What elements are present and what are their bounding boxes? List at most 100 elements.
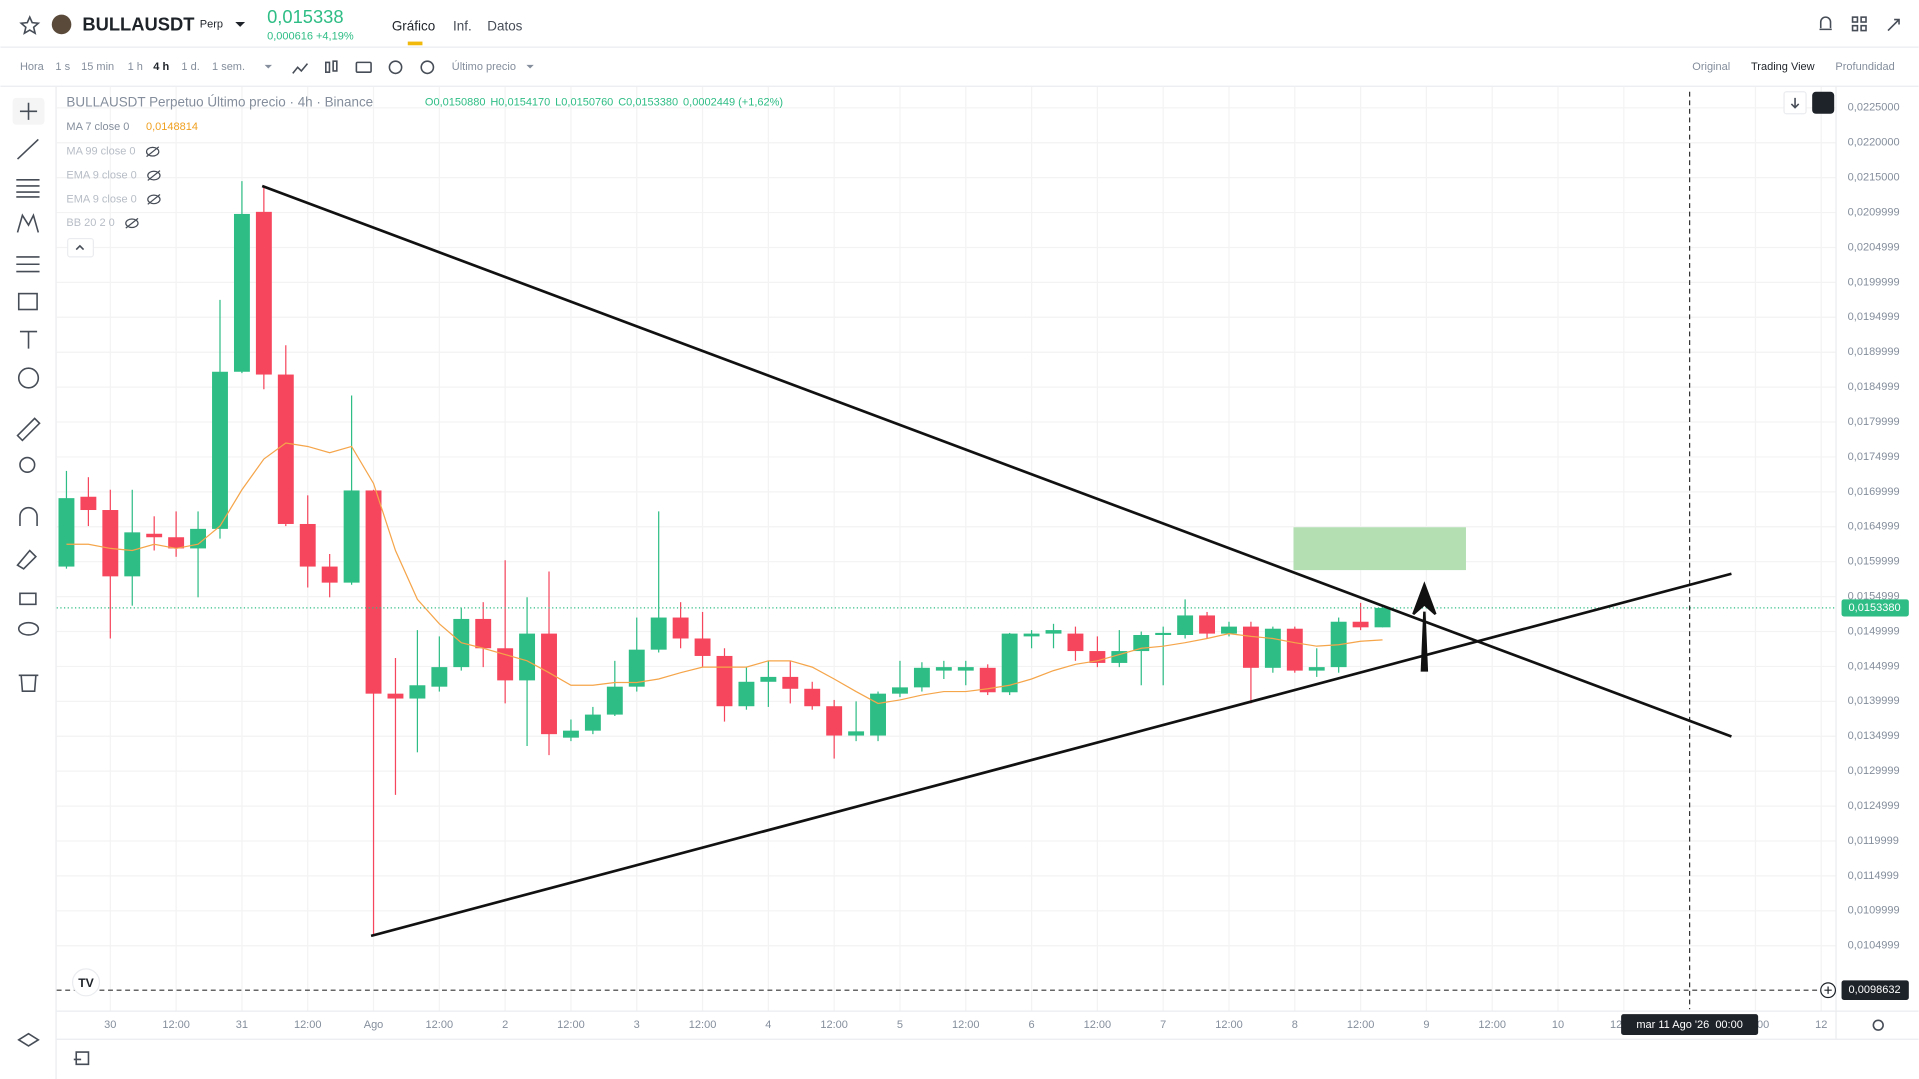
- x-tick-label: 12:00: [952, 1019, 980, 1031]
- interval[interactable]: 1 h: [128, 61, 143, 73]
- collapse-button[interactable]: [67, 237, 94, 258]
- zoom-tool[interactable]: [19, 456, 36, 474]
- candle-body: [826, 706, 843, 736]
- candle-body: [365, 490, 382, 694]
- indicator: EMA 9 close 0: [66, 169, 136, 181]
- candle-body: [146, 533, 163, 538]
- hidden-icon[interactable]: [147, 170, 161, 181]
- candle-body: [1089, 651, 1106, 663]
- ohlc-value: 0,0002449 (+1,62%): [683, 97, 783, 109]
- crosshair-tool[interactable]: [19, 102, 38, 120]
- add-alert[interactable]: [1824, 986, 1832, 994]
- text-tool[interactable]: [19, 330, 38, 349]
- shape-tool[interactable]: [17, 292, 38, 311]
- line-tool[interactable]: [16, 138, 39, 160]
- crosshair-price-label: 0,0098632: [1849, 984, 1901, 996]
- hidden-icon[interactable]: [147, 194, 161, 205]
- magnet-tool[interactable]: [19, 506, 38, 527]
- candle-body: [190, 528, 207, 549]
- contract: Perp: [200, 18, 223, 30]
- x-tick-label: 12:00: [1478, 1019, 1506, 1031]
- candle-body: [299, 523, 316, 567]
- overlay: BULLAUSDT Perpetuo Último precio · 4h · …: [56, 86, 1919, 1066]
- dropdown[interactable]: [264, 64, 272, 69]
- tab[interactable]: Inf.: [453, 18, 472, 33]
- scroll-icon[interactable]: [1790, 97, 1800, 109]
- hidden-icon[interactable]: [147, 194, 161, 205]
- price: 0,015338: [267, 6, 344, 27]
- settings-icon[interactable]: [420, 60, 435, 75]
- layout-icon[interactable]: [1851, 16, 1859, 23]
- hidden-icon[interactable]: [145, 146, 160, 157]
- x-tick-label: 12: [1815, 1019, 1827, 1031]
- candle-icon[interactable]: [332, 60, 338, 72]
- collapse-icon[interactable]: [75, 244, 85, 251]
- x-tick-label: 12:00: [426, 1019, 454, 1031]
- y-tick-label: 0,0144999: [1848, 660, 1900, 672]
- y-tick-label: 0,0129999: [1848, 765, 1900, 777]
- layout-icon[interactable]: [1860, 16, 1867, 23]
- candle-body: [782, 676, 799, 689]
- dropdown[interactable]: [526, 64, 534, 69]
- alert-icon[interactable]: [1819, 16, 1832, 31]
- candle-body: [387, 693, 404, 699]
- price-source[interactable]: Último precio: [452, 60, 516, 73]
- tab[interactable]: Gráfico: [392, 18, 435, 33]
- delete-tool[interactable]: [18, 674, 39, 692]
- lock-draw-tool[interactable]: [16, 549, 37, 570]
- hidden-icon[interactable]: [125, 217, 139, 229]
- legend-title: BULLAUSDT Perpetuo Último precio · 4h · …: [66, 94, 373, 109]
- y-tick-label: 0,0109999: [1848, 905, 1900, 917]
- interval[interactable]: 1 s: [55, 61, 70, 73]
- candle-body: [1133, 634, 1150, 652]
- interval[interactable]: 4 h: [153, 61, 169, 73]
- candle-body: [1199, 615, 1216, 634]
- settings-icon[interactable]: [1872, 1019, 1884, 1031]
- tv-logo[interactable]: [71, 968, 101, 997]
- view[interactable]: Original: [1692, 61, 1730, 73]
- visibility-tool[interactable]: [17, 621, 40, 636]
- hidden-icon[interactable]: [125, 218, 139, 229]
- channel-tool[interactable]: [16, 256, 40, 273]
- hidden-icon[interactable]: [147, 170, 161, 181]
- emoji-tool[interactable]: [17, 367, 40, 389]
- fib-tool[interactable]: [16, 179, 40, 198]
- expand-icon[interactable]: [1887, 18, 1900, 32]
- candle-body: [1023, 633, 1040, 637]
- interval[interactable]: 1 sem.: [212, 61, 245, 73]
- indicator-icon[interactable]: [292, 63, 309, 74]
- hidden-icon[interactable]: [146, 146, 160, 158]
- arrow: [1412, 581, 1437, 672]
- candle-body: [277, 374, 294, 524]
- pattern-tool[interactable]: [16, 213, 40, 233]
- header: BULLAUSDT Perp 0,015338 0,000616 +4,19% …: [0, 6, 1919, 48]
- layout-icon[interactable]: [1860, 24, 1867, 32]
- lock-tool[interactable]: [19, 592, 37, 606]
- candle-body: [1242, 626, 1259, 668]
- interval[interactable]: 1 d.: [181, 61, 199, 73]
- y-tick-label: 0,0184999: [1848, 381, 1900, 393]
- candle-body: [1045, 630, 1062, 634]
- view[interactable]: Trading View: [1751, 61, 1815, 73]
- interval[interactable]: 15 min: [81, 61, 114, 73]
- change: 0,000616 +4,19%: [267, 31, 354, 43]
- add-icon[interactable]: [388, 60, 403, 75]
- x-tick-label: 12:00: [162, 1019, 190, 1031]
- view[interactable]: Profundidad: [1835, 61, 1894, 73]
- layout-icon[interactable]: [1851, 24, 1859, 32]
- tab[interactable]: Datos: [487, 18, 522, 33]
- dropdown[interactable]: [235, 22, 246, 27]
- ruler-tool[interactable]: [16, 417, 41, 442]
- symbol[interactable]: BULLAUSDT: [82, 14, 195, 35]
- calendar-icon[interactable]: [73, 1051, 90, 1066]
- layers-tool[interactable]: [17, 1032, 40, 1047]
- y-tick-label: 0,0104999: [1848, 940, 1900, 952]
- favorite-icon[interactable]: [19, 15, 41, 35]
- mode-button[interactable]: [1812, 91, 1835, 114]
- ma-line: [66, 442, 1383, 705]
- crosshair-time-box: [1621, 1014, 1759, 1035]
- x-tick-label: 2: [502, 1019, 508, 1031]
- camera-icon[interactable]: [355, 61, 372, 73]
- candle-icon[interactable]: [325, 61, 331, 73]
- candle-body: [1001, 633, 1018, 693]
